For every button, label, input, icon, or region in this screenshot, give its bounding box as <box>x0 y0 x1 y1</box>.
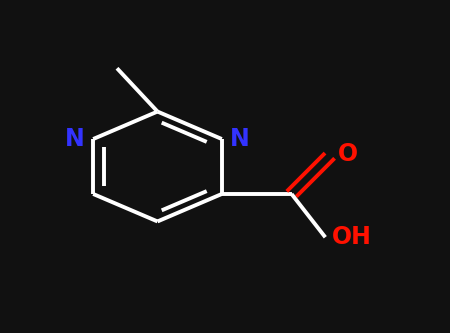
Text: O: O <box>338 142 358 166</box>
Text: N: N <box>230 127 250 151</box>
Text: N: N <box>65 127 85 151</box>
Text: OH: OH <box>332 225 372 249</box>
